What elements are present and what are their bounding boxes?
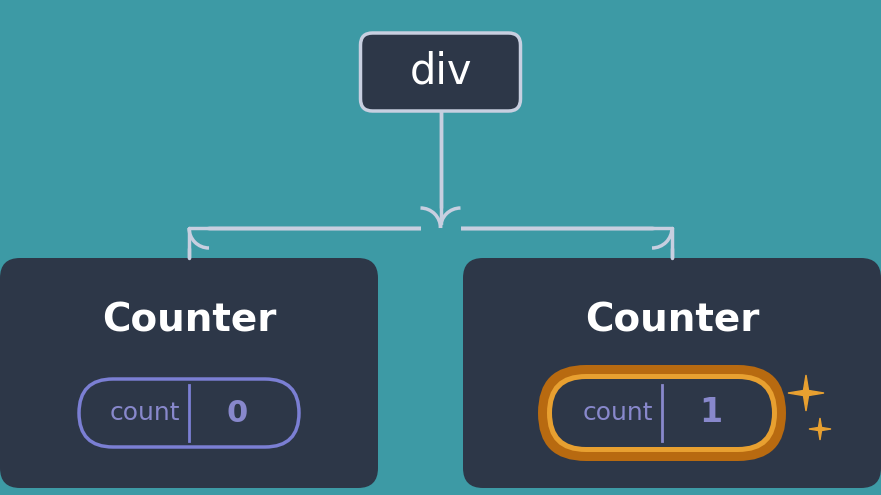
FancyBboxPatch shape — [79, 379, 299, 447]
Text: 1: 1 — [699, 396, 722, 430]
Text: div: div — [410, 51, 471, 93]
Text: 0: 0 — [226, 398, 248, 428]
FancyBboxPatch shape — [538, 365, 786, 461]
FancyBboxPatch shape — [547, 374, 777, 452]
FancyBboxPatch shape — [360, 33, 521, 111]
FancyBboxPatch shape — [463, 258, 881, 488]
Text: Counter: Counter — [102, 301, 276, 339]
FancyBboxPatch shape — [552, 379, 772, 447]
Polygon shape — [788, 375, 824, 411]
Text: count: count — [582, 401, 653, 425]
Text: count: count — [110, 401, 181, 425]
FancyBboxPatch shape — [0, 258, 378, 488]
Text: Counter: Counter — [585, 301, 759, 339]
Polygon shape — [809, 418, 831, 440]
